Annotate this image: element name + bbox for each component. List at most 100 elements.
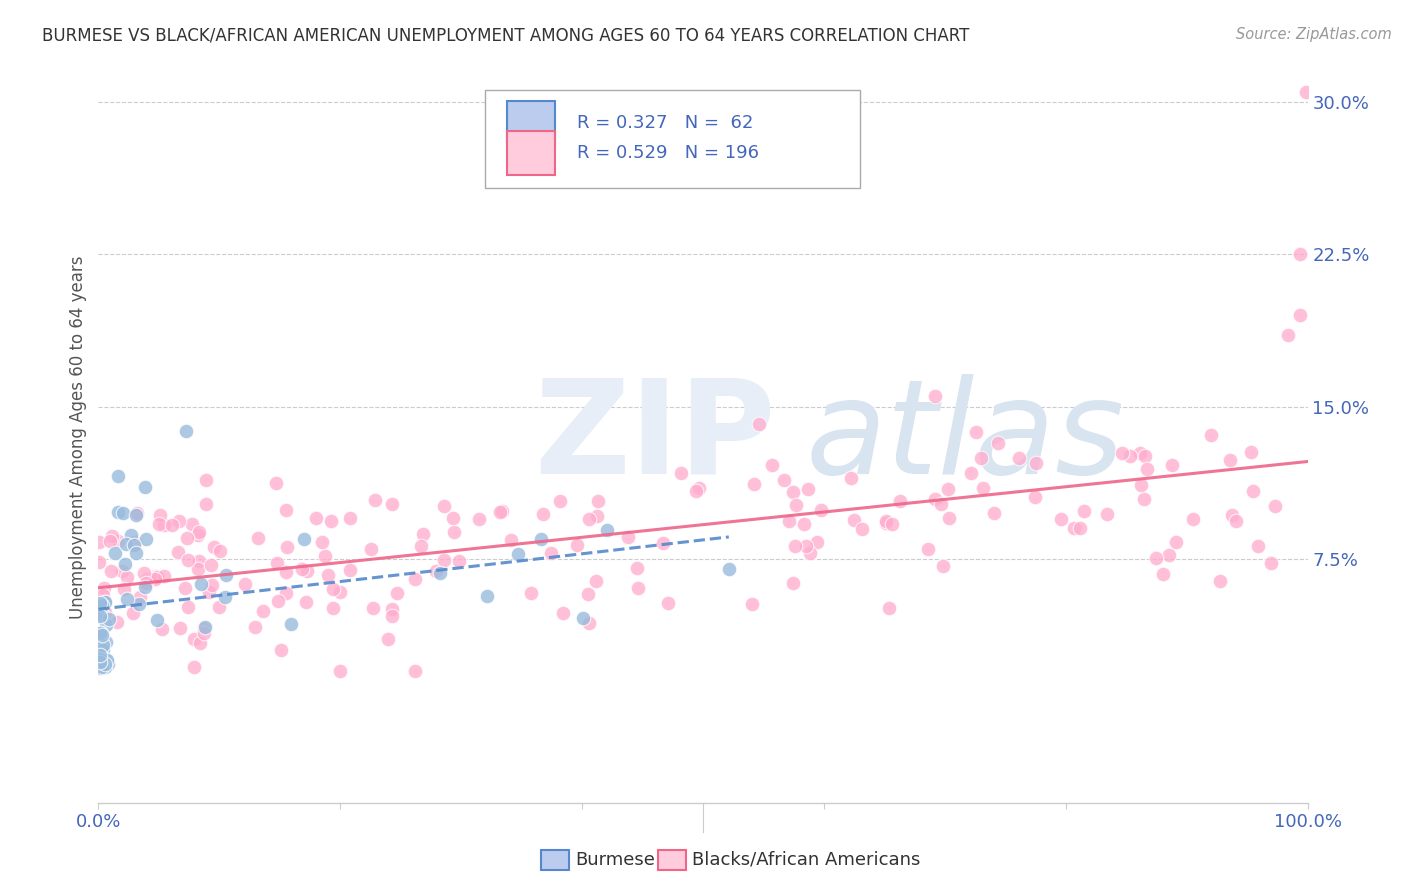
Point <box>385 585 408 599</box>
Point <box>1208 574 1230 589</box>
Point <box>94 657 117 672</box>
Point <box>987 436 1010 450</box>
Point <box>404 572 426 586</box>
Point <box>1157 549 1180 563</box>
Point <box>100 564 122 578</box>
Point <box>87 555 110 569</box>
Point <box>266 556 288 570</box>
Point <box>91 638 114 652</box>
Point <box>1289 308 1312 322</box>
Point <box>89 596 111 610</box>
Point <box>875 516 897 530</box>
Point <box>586 493 609 508</box>
Point <box>305 510 328 524</box>
Point <box>447 554 470 568</box>
Point <box>404 664 426 678</box>
Point <box>782 485 804 500</box>
Point <box>364 492 387 507</box>
Point <box>195 473 218 487</box>
Point <box>97 657 120 672</box>
Point <box>90 653 112 667</box>
Point <box>585 574 607 588</box>
Point <box>143 572 166 586</box>
Point <box>652 535 675 549</box>
Point <box>209 544 232 558</box>
Point <box>276 541 298 555</box>
Point <box>626 560 648 574</box>
Point <box>89 656 111 670</box>
Point <box>1289 247 1312 261</box>
Point <box>314 549 336 563</box>
Point <box>627 582 650 596</box>
Point <box>105 615 128 630</box>
Point <box>381 497 404 511</box>
Point <box>125 506 148 520</box>
Point <box>148 516 170 531</box>
Point <box>360 542 382 557</box>
Point <box>1073 504 1095 518</box>
Point <box>128 590 150 604</box>
Point <box>167 515 190 529</box>
Point <box>1025 456 1047 470</box>
Point <box>198 585 221 599</box>
Point <box>98 533 121 548</box>
Point <box>1220 508 1243 522</box>
Point <box>917 542 939 557</box>
Point <box>112 506 135 520</box>
Point <box>782 575 804 590</box>
Point <box>785 539 807 553</box>
Point <box>441 511 464 525</box>
Point <box>208 599 231 614</box>
Point <box>924 492 946 507</box>
Point <box>153 518 176 533</box>
Text: ZIP: ZIP <box>534 374 775 500</box>
Point <box>89 661 111 675</box>
Point <box>443 525 465 540</box>
Point <box>578 615 600 630</box>
Point <box>183 659 205 673</box>
Point <box>146 569 169 583</box>
Point <box>89 626 111 640</box>
Point <box>291 562 314 576</box>
Point <box>274 566 297 580</box>
Point <box>98 612 121 626</box>
Point <box>1260 556 1282 570</box>
Point <box>409 539 432 553</box>
Point <box>571 611 593 625</box>
Point <box>292 532 315 546</box>
Point <box>93 581 115 595</box>
Point <box>188 636 211 650</box>
Point <box>796 482 818 496</box>
Point <box>177 600 200 615</box>
Point <box>924 389 946 403</box>
Point <box>160 517 183 532</box>
Point <box>576 587 599 601</box>
Point <box>89 609 111 624</box>
Point <box>274 502 297 516</box>
Point <box>132 566 155 581</box>
FancyBboxPatch shape <box>508 131 555 175</box>
Point <box>1240 444 1263 458</box>
Point <box>150 622 173 636</box>
Point <box>112 582 135 596</box>
Point <box>339 563 361 577</box>
Point <box>491 504 513 518</box>
Point <box>540 545 562 559</box>
Point <box>89 648 111 663</box>
Point <box>477 589 499 603</box>
Point <box>785 498 807 512</box>
Point <box>1050 512 1073 526</box>
Point <box>529 533 551 547</box>
Point <box>1182 512 1205 526</box>
Point <box>880 517 903 532</box>
Point <box>247 531 270 545</box>
Point <box>174 581 197 595</box>
Point <box>983 506 1005 520</box>
Point <box>685 483 707 498</box>
Point <box>177 553 200 567</box>
Point <box>89 654 111 668</box>
Point <box>1161 458 1184 472</box>
Point <box>201 578 224 592</box>
Point <box>90 598 112 612</box>
Point <box>688 481 710 495</box>
